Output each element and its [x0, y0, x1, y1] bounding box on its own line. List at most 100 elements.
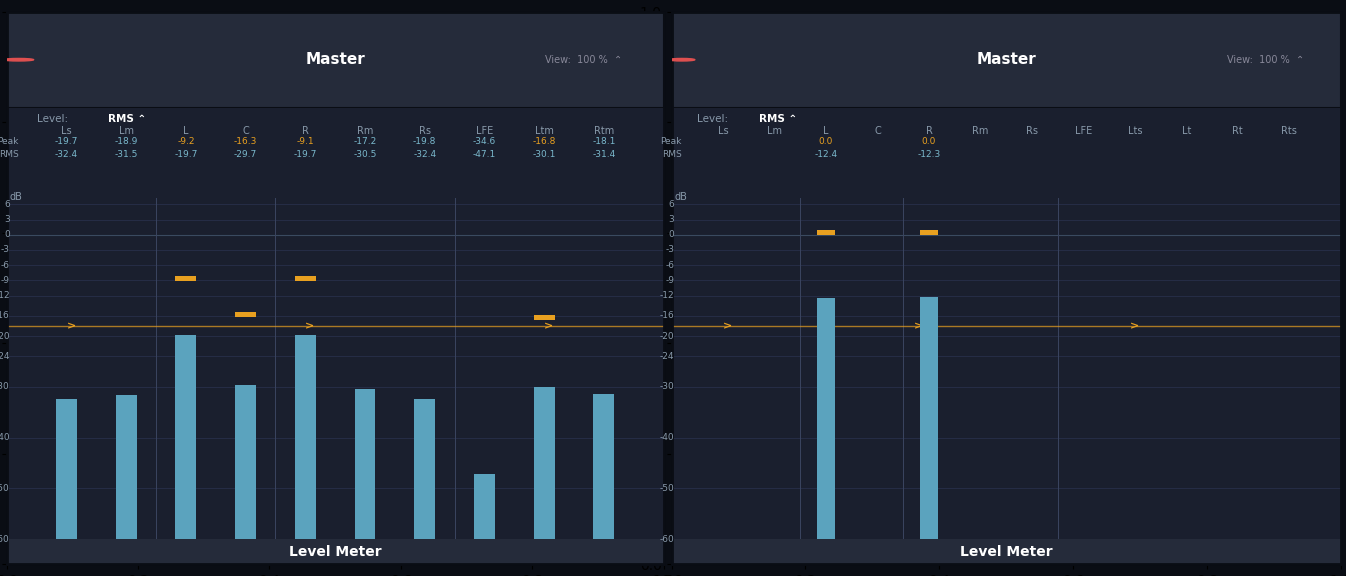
Bar [175, 276, 197, 282]
Text: -60: -60 [0, 535, 9, 544]
Bar [236, 385, 256, 539]
Text: Master: Master [976, 52, 1036, 67]
Text: -6: -6 [1, 261, 9, 270]
Text: -29.7: -29.7 [234, 150, 257, 158]
Text: 0.0: 0.0 [922, 137, 935, 146]
Text: -30: -30 [660, 382, 674, 392]
Text: RMS: RMS [0, 150, 19, 158]
Text: -40: -40 [0, 433, 9, 442]
Text: -19.7: -19.7 [174, 150, 198, 158]
Bar [295, 276, 316, 281]
Text: C: C [242, 126, 249, 136]
Text: R: R [302, 126, 308, 136]
Text: 6: 6 [4, 200, 9, 209]
Text: -30.5: -30.5 [353, 150, 377, 158]
Text: Lt: Lt [1182, 126, 1191, 136]
Text: -12.4: -12.4 [814, 150, 837, 158]
Bar [295, 335, 316, 539]
Text: >: > [66, 321, 75, 331]
Text: -12.3: -12.3 [918, 150, 941, 158]
Bar [474, 473, 495, 539]
Text: -18.9: -18.9 [114, 137, 137, 146]
Text: -40: -40 [660, 433, 674, 442]
FancyBboxPatch shape [7, 539, 664, 564]
Text: -24: -24 [660, 352, 674, 361]
Text: 3: 3 [4, 215, 9, 224]
Text: -9: -9 [665, 276, 674, 285]
Text: -20: -20 [0, 332, 9, 340]
Text: Peak: Peak [661, 137, 682, 146]
Text: Level:: Level: [36, 114, 71, 124]
Text: Rtm: Rtm [594, 126, 614, 136]
Text: dB: dB [9, 192, 23, 202]
FancyBboxPatch shape [7, 108, 664, 184]
Bar [415, 399, 435, 539]
Text: >: > [723, 321, 732, 331]
Text: Level:: Level: [697, 114, 732, 124]
Text: -3: -3 [665, 245, 674, 255]
Text: LFE: LFE [1074, 126, 1092, 136]
Text: -9: -9 [1, 276, 9, 285]
Text: -9.2: -9.2 [178, 137, 195, 146]
Text: -31.5: -31.5 [114, 150, 137, 158]
Text: Level Meter: Level Meter [960, 545, 1053, 559]
Text: Rm: Rm [357, 126, 373, 136]
Text: -30: -30 [0, 382, 9, 392]
Text: >: > [306, 321, 315, 331]
Text: 6: 6 [669, 200, 674, 209]
Text: >: > [1129, 321, 1139, 331]
Text: Rs: Rs [419, 126, 431, 136]
Text: RMS: RMS [662, 150, 682, 158]
Bar [817, 298, 835, 539]
Text: Lm: Lm [118, 126, 133, 136]
Text: -16: -16 [0, 312, 9, 320]
Text: -12: -12 [0, 291, 9, 300]
Text: >: > [914, 321, 923, 331]
Text: View:  100 %  ⌃: View: 100 % ⌃ [545, 55, 622, 65]
Bar [919, 297, 938, 539]
Text: -50: -50 [660, 484, 674, 493]
Text: -30.1: -30.1 [533, 150, 556, 158]
Text: Ls: Ls [717, 126, 728, 136]
Text: Ls: Ls [61, 126, 71, 136]
Bar [236, 312, 256, 317]
Text: R: R [926, 126, 933, 136]
Text: View:  100 %  ⌃: View: 100 % ⌃ [1228, 55, 1304, 65]
FancyBboxPatch shape [672, 108, 1341, 184]
Text: Lm: Lm [767, 126, 782, 136]
Text: -50: -50 [0, 484, 9, 493]
Text: -32.4: -32.4 [55, 150, 78, 158]
Text: Rt: Rt [1233, 126, 1244, 136]
Circle shape [4, 58, 34, 61]
Text: -19.7: -19.7 [55, 137, 78, 146]
Bar [534, 388, 555, 539]
Text: -47.1: -47.1 [472, 150, 497, 158]
Text: -24: -24 [0, 352, 9, 361]
Text: Rm: Rm [972, 126, 988, 136]
Text: -31.4: -31.4 [592, 150, 615, 158]
Text: Lts: Lts [1128, 126, 1141, 136]
Text: -3: -3 [1, 245, 9, 255]
Text: -9.1: -9.1 [296, 137, 314, 146]
Text: Master: Master [306, 52, 365, 67]
Bar [594, 394, 614, 539]
Text: -32.4: -32.4 [413, 150, 436, 158]
Bar [817, 230, 835, 235]
Bar [354, 389, 376, 539]
Text: 0.0: 0.0 [818, 137, 833, 146]
Text: -16: -16 [660, 312, 674, 320]
Bar [116, 395, 136, 539]
Text: L: L [183, 126, 188, 136]
Text: -34.6: -34.6 [472, 137, 497, 146]
Text: -16.8: -16.8 [533, 137, 556, 146]
Bar [919, 230, 938, 235]
Text: dB: dB [674, 192, 686, 202]
Text: Rs: Rs [1026, 126, 1038, 136]
Text: RMS ⌃: RMS ⌃ [108, 114, 147, 124]
FancyBboxPatch shape [672, 539, 1341, 564]
Text: -60: -60 [660, 535, 674, 544]
Text: 0: 0 [669, 230, 674, 239]
Text: 3: 3 [669, 215, 674, 224]
Circle shape [669, 58, 695, 61]
Bar [57, 399, 77, 539]
